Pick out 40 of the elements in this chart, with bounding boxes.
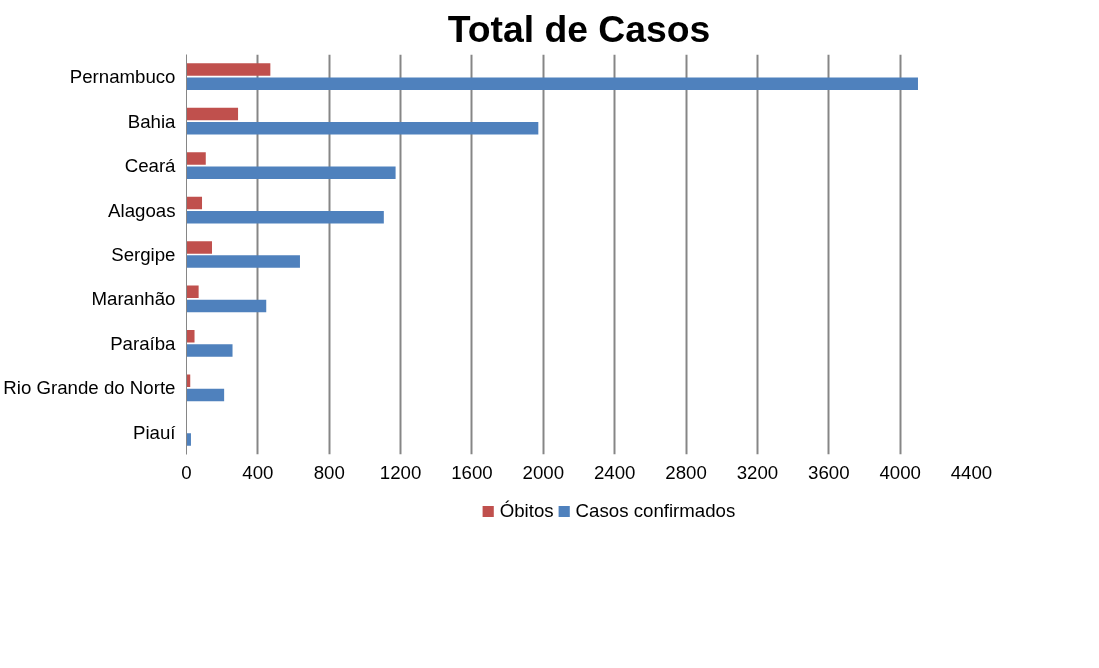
bar bbox=[186, 63, 271, 76]
y-tick-label: Paraíba bbox=[110, 332, 177, 354]
x-tick-label: 2800 bbox=[665, 461, 707, 483]
y-tick-label: Sergipe bbox=[111, 244, 176, 265]
bar bbox=[186, 122, 539, 135]
y-tick-label: Ceará bbox=[124, 155, 177, 177]
x-tick-label: 400 bbox=[242, 461, 274, 483]
x-tick-label: 4400 bbox=[950, 461, 993, 483]
y-tick-label: Rio Grande do Norte bbox=[3, 377, 176, 399]
bar bbox=[186, 344, 233, 357]
x-tick-label: 800 bbox=[313, 461, 345, 483]
x-tick-label: 4000 bbox=[879, 461, 921, 483]
bar bbox=[186, 77, 918, 91]
x-tick-label: 1200 bbox=[379, 461, 422, 483]
x-tick-label: 0 bbox=[181, 461, 192, 483]
bar bbox=[186, 433, 191, 446]
legend-label: Óbitos bbox=[499, 500, 554, 522]
bar bbox=[186, 330, 195, 343]
x-tick-label: 3200 bbox=[736, 461, 779, 483]
bar bbox=[186, 196, 203, 210]
y-tick-label: Pernambuco bbox=[69, 66, 176, 88]
y-tick-label: Maranhão bbox=[91, 288, 176, 310]
x-tick-label: 1600 bbox=[451, 461, 493, 483]
y-tick-label: Bahia bbox=[127, 110, 177, 132]
bar bbox=[186, 241, 213, 254]
y-tick-label: Piauí bbox=[132, 421, 177, 443]
bar bbox=[186, 210, 384, 224]
x-tick-label: 3600 bbox=[808, 461, 850, 483]
y-tick-label: Alagoas bbox=[108, 199, 176, 221]
bar bbox=[186, 152, 206, 165]
legend-label: Casos confirmados bbox=[575, 500, 736, 522]
bar bbox=[186, 388, 225, 402]
bar bbox=[186, 255, 300, 268]
x-tick-label: 2400 bbox=[593, 461, 636, 483]
chart-title: Total de Casos bbox=[447, 7, 711, 50]
bar bbox=[186, 285, 199, 299]
bar bbox=[186, 166, 396, 179]
x-tick-label: 2000 bbox=[522, 461, 565, 483]
bar bbox=[186, 299, 267, 313]
bar bbox=[186, 107, 239, 121]
